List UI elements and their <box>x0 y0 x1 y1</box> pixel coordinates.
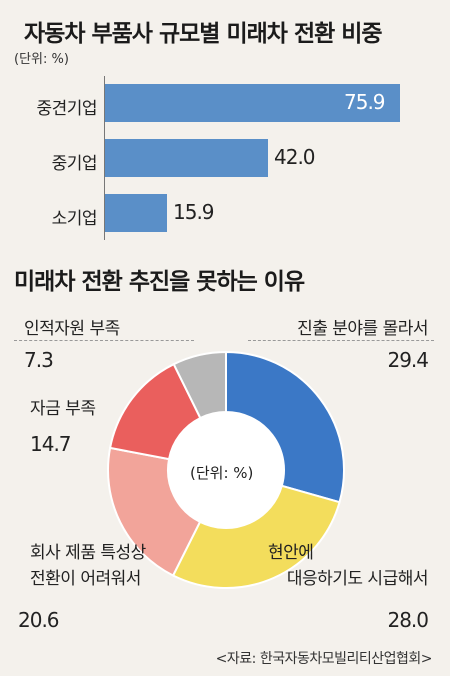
bar-value-2: 15.9 <box>173 200 215 224</box>
slice-label-2a: 회사 제품 특성상 <box>30 543 146 563</box>
slice-value-4: 7.3 <box>24 348 54 372</box>
slice-label-3: 자금 부족 <box>30 399 96 419</box>
donut-hole <box>168 412 284 528</box>
donut-center-unit: (단위: %) <box>190 464 254 482</box>
leader-line-right <box>248 340 434 341</box>
bar-label-0: 중견기업 <box>36 99 97 119</box>
bar-label-1: 중기업 <box>51 154 98 174</box>
bar-label-2: 소기업 <box>51 209 98 229</box>
slice-value-0: 29.4 <box>387 348 429 372</box>
slice-label-4: 인적자원 부족 <box>24 319 120 339</box>
source-note: <자료: 한국자동차모빌리티산업협회> <box>215 651 433 667</box>
slice-value-1: 28.0 <box>387 608 429 632</box>
leader-line-left <box>14 340 194 341</box>
slice-0 <box>225 350 345 504</box>
slice-label-1b: 대응하기도 시급해서 <box>286 569 429 589</box>
bar-axis <box>104 76 105 240</box>
bar-0 <box>105 84 400 122</box>
bar-1 <box>105 139 268 177</box>
slice-label-1a: 현안에 <box>268 543 314 563</box>
pie-chart-title: 미래차 전환 추진을 못하는 이유 <box>14 269 305 295</box>
bar-value-1: 42.0 <box>274 145 316 169</box>
slice-label-0: 진출 분야를 몰라서 <box>297 319 428 339</box>
bar-value-0: 75.9 <box>344 90 386 114</box>
bar-2 <box>105 194 167 232</box>
slice-value-2: 20.6 <box>18 608 60 632</box>
slice-value-3: 14.7 <box>30 432 72 456</box>
slice-label-2b: 전환이 어려워서 <box>30 569 141 589</box>
bar-chart-unit: (단위: %) <box>14 52 69 67</box>
bar-chart-title: 자동차 부품사 규모별 미래차 전환 비중 <box>24 21 383 47</box>
